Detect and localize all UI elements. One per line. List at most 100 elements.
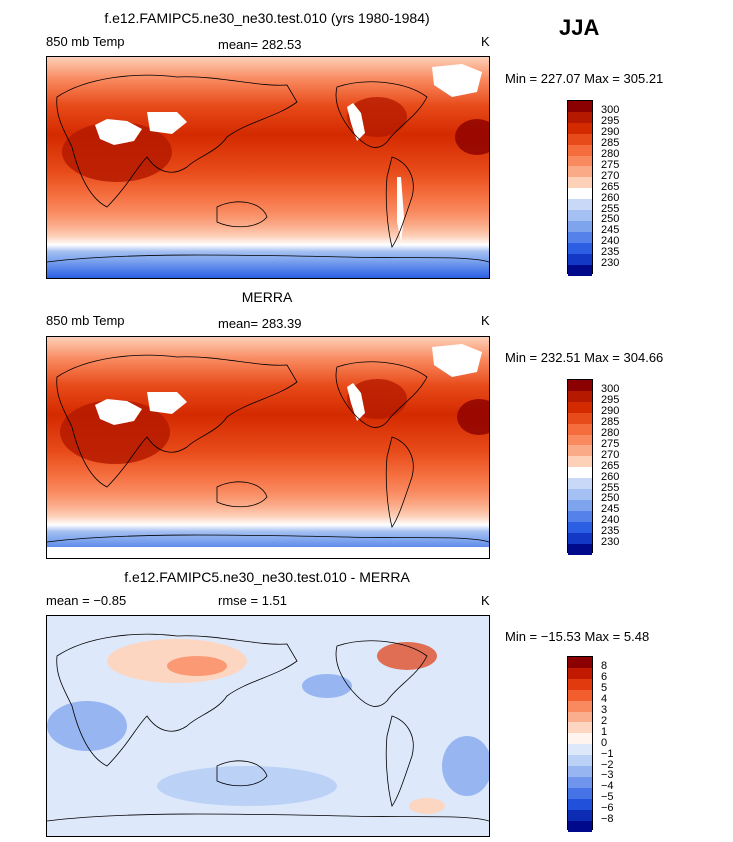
colorbar-swatch (568, 467, 592, 479)
colorbar-label: 280 (601, 148, 620, 160)
colorbar-swatch (568, 144, 592, 156)
colorbar-label: 4 (601, 693, 608, 706)
colorbar-label: −8 (601, 813, 614, 825)
colorbar-label: 285 (601, 137, 620, 150)
colorbar-swatch (568, 667, 592, 680)
colorbar-swatch (568, 423, 592, 435)
colorbar-label: 250 (601, 213, 620, 226)
colorbar-label: 285 (601, 416, 620, 429)
panel-2-coastlines (47, 354, 489, 543)
colorbar-label: 290 (601, 126, 620, 139)
colorbar-swatch (568, 499, 592, 512)
panel-2-map-svg (47, 337, 489, 558)
panel-1-missing-tibet (95, 112, 187, 145)
colorbar-label: −2 (601, 758, 614, 771)
panel-1-hot-core-africa (62, 122, 172, 182)
colorbar-swatch (568, 489, 592, 501)
colorbar-label: 245 (601, 503, 620, 516)
colorbar-label: 265 (601, 180, 620, 193)
panel-3-minmax: Min = −15.53 Max = 5.48 (505, 629, 650, 644)
colorbar-swatch (568, 543, 592, 555)
colorbar-swatch (568, 412, 592, 425)
colorbar-label: 2 (601, 714, 608, 727)
colorbar-swatch (568, 199, 592, 211)
colorbar-label: 1 (601, 725, 608, 738)
panel-1-coastlines (47, 74, 489, 263)
colorbar-swatch (568, 111, 592, 124)
colorbar-swatch (568, 445, 592, 457)
colorbar-label: 230 (601, 536, 620, 548)
panel-2-missing-tibet (95, 392, 187, 425)
colorbar-label: −1 (601, 747, 614, 760)
colorbar-label: 300 (601, 383, 620, 396)
panel-1-hot-core-atlantic (455, 119, 489, 155)
colorbar-swatch (568, 532, 592, 544)
colorbar-label: 255 (601, 481, 620, 494)
panel-1-title: f.e12.FAMIPC5.ne30_ne30.test.010 (yrs 19… (104, 10, 430, 26)
colorbar-label: 250 (601, 492, 620, 505)
panel-3-cool-pacific (302, 674, 352, 698)
colorbar-label: 3 (601, 704, 608, 716)
colorbar-label: 270 (601, 448, 620, 461)
colorbar-swatch (568, 122, 592, 135)
panel-3-cool-southern (157, 766, 337, 806)
panel-2-missing-antarctica (47, 547, 489, 558)
panel-3-title: f.e12.FAMIPC5.ne30_ne30.test.010 - MERRA (124, 569, 410, 585)
panel-3-map (46, 615, 490, 837)
panel-1-unit-label: K (481, 34, 490, 49)
colorbar-swatch (568, 809, 592, 821)
panel-3-cool-atlantic (442, 736, 489, 796)
panel-1-missing-rockies (347, 103, 365, 141)
colorbar-swatch (568, 220, 592, 233)
colorbar-label: 300 (601, 104, 620, 117)
panel-2-unit-label: K (481, 313, 490, 328)
colorbar-swatch (568, 521, 592, 534)
colorbar-swatch (568, 733, 592, 745)
panel-3-rmse-label: rmse = 1.51 (218, 593, 288, 608)
colorbar-label: 280 (601, 427, 620, 439)
colorbar-label: 295 (601, 115, 620, 128)
panel-2-title: MERRA (241, 289, 293, 305)
colorbar-label: −5 (601, 791, 614, 804)
colorbar-swatch (568, 657, 592, 669)
panel-3-warm-drake (409, 798, 445, 814)
colorbar-swatch (568, 434, 592, 446)
panel-1-variable-label: 850 mb Temp (46, 34, 125, 49)
colorbar-label: 0 (601, 736, 608, 749)
colorbar-box (567, 656, 593, 832)
panel-1-map-svg (47, 57, 489, 278)
panel-3-warm-core (167, 656, 227, 676)
panel-3-unit-label: K (481, 593, 490, 608)
panel-3-warm-greenland (377, 642, 437, 670)
panel-2-map (46, 336, 490, 559)
colorbar-swatch (568, 478, 592, 490)
colorbar-label: −6 (601, 802, 614, 815)
colorbar-label: 270 (601, 169, 620, 182)
colorbar-label: 255 (601, 202, 620, 215)
panel-1-missing-greenland (432, 64, 482, 97)
colorbar-label: 235 (601, 246, 620, 259)
colorbar-label: 275 (601, 437, 620, 450)
colorbar-swatch (568, 776, 592, 789)
panel-2-missing-rockies (347, 383, 365, 421)
colorbar-label: 5 (601, 682, 608, 695)
colorbar-box (567, 100, 593, 276)
panel-2-variable-label: 850 mb Temp (46, 313, 125, 328)
colorbar-swatch (568, 242, 592, 255)
colorbar-swatch (568, 798, 592, 811)
colorbar-swatch (568, 787, 592, 800)
colorbar-label: 240 (601, 514, 620, 527)
colorbar-swatch (568, 700, 592, 712)
colorbar-label: 260 (601, 470, 620, 483)
colorbar-swatch (568, 155, 592, 167)
colorbar-swatch (568, 231, 592, 244)
colorbar-swatch (568, 264, 592, 276)
panel-2-minmax: Min = 232.51 Max = 304.66 (505, 350, 664, 365)
colorbar-swatch (568, 253, 592, 265)
colorbar-label: 295 (601, 394, 620, 407)
panel-1-mean-label: mean= 282.53 (218, 37, 302, 52)
colorbar-swatch (568, 188, 592, 200)
colorbar-label: −3 (601, 769, 614, 782)
colorbar-swatch (568, 678, 592, 691)
season-label: JJA (559, 15, 600, 40)
